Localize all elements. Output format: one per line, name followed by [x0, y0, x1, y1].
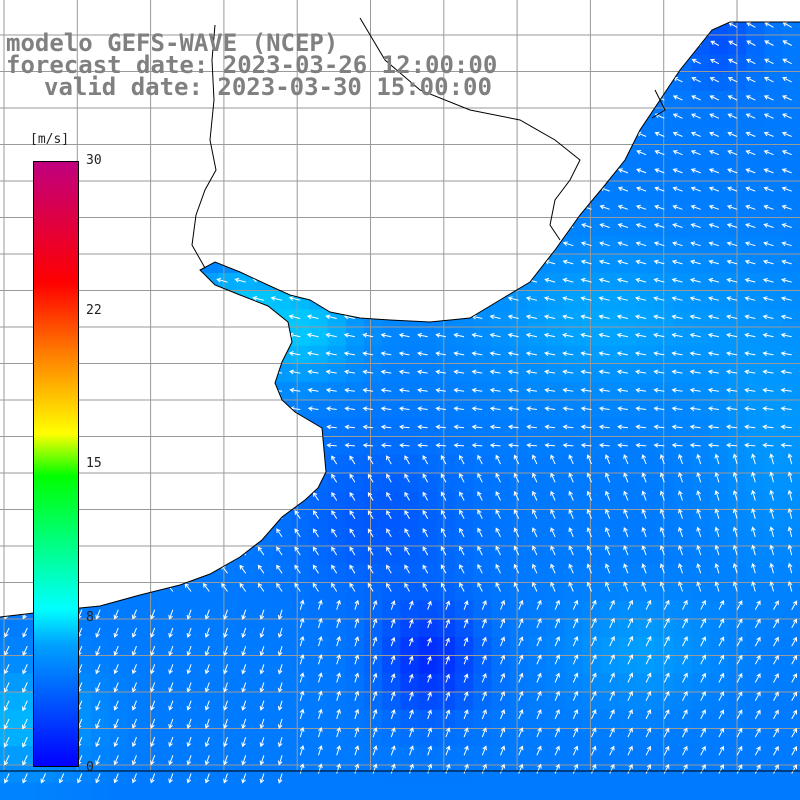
colorbar-tick-0: 0	[86, 760, 94, 775]
border-line-1	[191, 24, 217, 269]
colorbar-unit: [m/s]	[30, 132, 70, 147]
colorbar-tick-30: 30	[86, 153, 102, 168]
colorbar-tick-8: 8	[86, 610, 94, 625]
colorbar-tick-22: 22	[86, 303, 102, 318]
border-line-2	[359, 17, 581, 241]
colorbar	[33, 161, 79, 767]
valid-date: valid date: 2023-03-30 15:00:00	[44, 73, 492, 101]
forecast-date: forecast date: 2023-03-26 12:00:00	[6, 51, 498, 79]
model-title: modelo GEFS-WAVE (NCEP)	[6, 29, 339, 57]
colorbar-tick-15: 15	[86, 456, 102, 471]
lat-lon-grid	[0, 0, 800, 770]
border-line-3	[651, 89, 666, 119]
coastline	[0, 21, 800, 618]
